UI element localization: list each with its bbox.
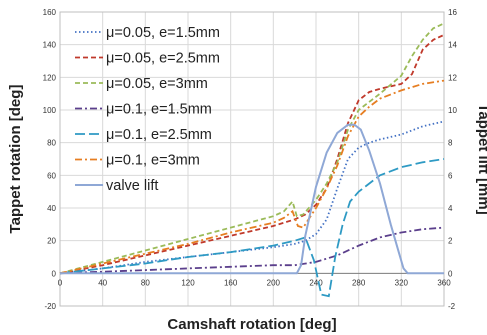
y-axis-ticks: -20 0 20 40 60 80 100 120 140 160 bbox=[43, 8, 57, 311]
y-tick-label-5: 80 bbox=[47, 139, 56, 148]
legend: μ=0.05, e=1.5mm μ=0.05, e=2.5mm μ=0.05, e=… bbox=[75, 25, 220, 194]
x-axis-title: Camshaft rotation [deg] bbox=[167, 316, 336, 333]
y2-axis-ticks: -2 0 2 4 6 8 10 12 14 16 bbox=[448, 8, 457, 311]
y2-tick-label-3: 4 bbox=[448, 204, 453, 213]
legend-label-5: μ=0.1, e=3mm bbox=[106, 153, 200, 169]
y2-axis-title: Tappet lift [mm] bbox=[475, 103, 487, 214]
y2-tick-label-2: 2 bbox=[448, 237, 453, 246]
series-line-0 bbox=[59, 120, 445, 275]
y-tick-label-0: -20 bbox=[44, 302, 56, 311]
y-tick-label-2: 20 bbox=[47, 237, 56, 246]
legend-label-4: μ=0.1, e=2.5mm bbox=[106, 127, 212, 143]
y-axis-title: Tappet rotation [deg] bbox=[7, 85, 24, 234]
x-tick-label-6: 240 bbox=[309, 278, 323, 287]
series-line-6 bbox=[60, 123, 444, 275]
series-line-2 bbox=[59, 22, 445, 275]
y2-tick-label-0: -2 bbox=[448, 302, 456, 311]
x-tick-label-4: 160 bbox=[224, 278, 238, 287]
y-tick-label-9: 160 bbox=[43, 8, 57, 17]
legend-label-0: μ=0.05, e=1.5mm bbox=[106, 25, 220, 41]
y-tick-label-8: 140 bbox=[43, 41, 57, 50]
x-tick-label-0: 0 bbox=[58, 278, 63, 287]
y-tick-label-7: 120 bbox=[43, 73, 57, 82]
legend-label-6: valve lift bbox=[106, 178, 158, 194]
x-tick-label-5: 200 bbox=[267, 278, 281, 287]
y2-tick-label-4: 6 bbox=[448, 171, 453, 180]
y2-tick-label-9: 16 bbox=[448, 8, 457, 17]
x-tick-label-1: 40 bbox=[98, 278, 107, 287]
y2-tick-label-8: 14 bbox=[448, 41, 457, 50]
legend-label-2: μ=0.05, e=3mm bbox=[106, 76, 208, 92]
y-tick-label-1: 0 bbox=[52, 269, 57, 278]
x-tick-label-7: 280 bbox=[352, 278, 366, 287]
x-tick-label-8: 320 bbox=[395, 278, 409, 287]
x-tick-label-2: 80 bbox=[141, 278, 150, 287]
y-tick-label-6: 100 bbox=[43, 106, 57, 115]
x-tick-label-3: 120 bbox=[181, 278, 195, 287]
y2-tick-label-6: 10 bbox=[448, 106, 457, 115]
x-axis-ticks: 0 40 80 120 160 200 240 280 320 360 bbox=[58, 278, 451, 287]
y2-tick-label-1: 0 bbox=[448, 269, 453, 278]
series-line-1 bbox=[59, 34, 445, 275]
legend-label-1: μ=0.05, e=2.5mm bbox=[106, 51, 220, 67]
y-tick-label-4: 60 bbox=[47, 171, 56, 180]
data-series bbox=[59, 22, 445, 298]
y2-tick-label-7: 12 bbox=[448, 73, 457, 82]
legend-label-3: μ=0.1, e=1.5mm bbox=[106, 102, 212, 118]
y-tick-label-3: 40 bbox=[47, 204, 56, 213]
y2-tick-label-5: 8 bbox=[448, 139, 453, 148]
x-tick-label-9: 360 bbox=[437, 278, 451, 287]
series-line-3 bbox=[59, 226, 445, 275]
